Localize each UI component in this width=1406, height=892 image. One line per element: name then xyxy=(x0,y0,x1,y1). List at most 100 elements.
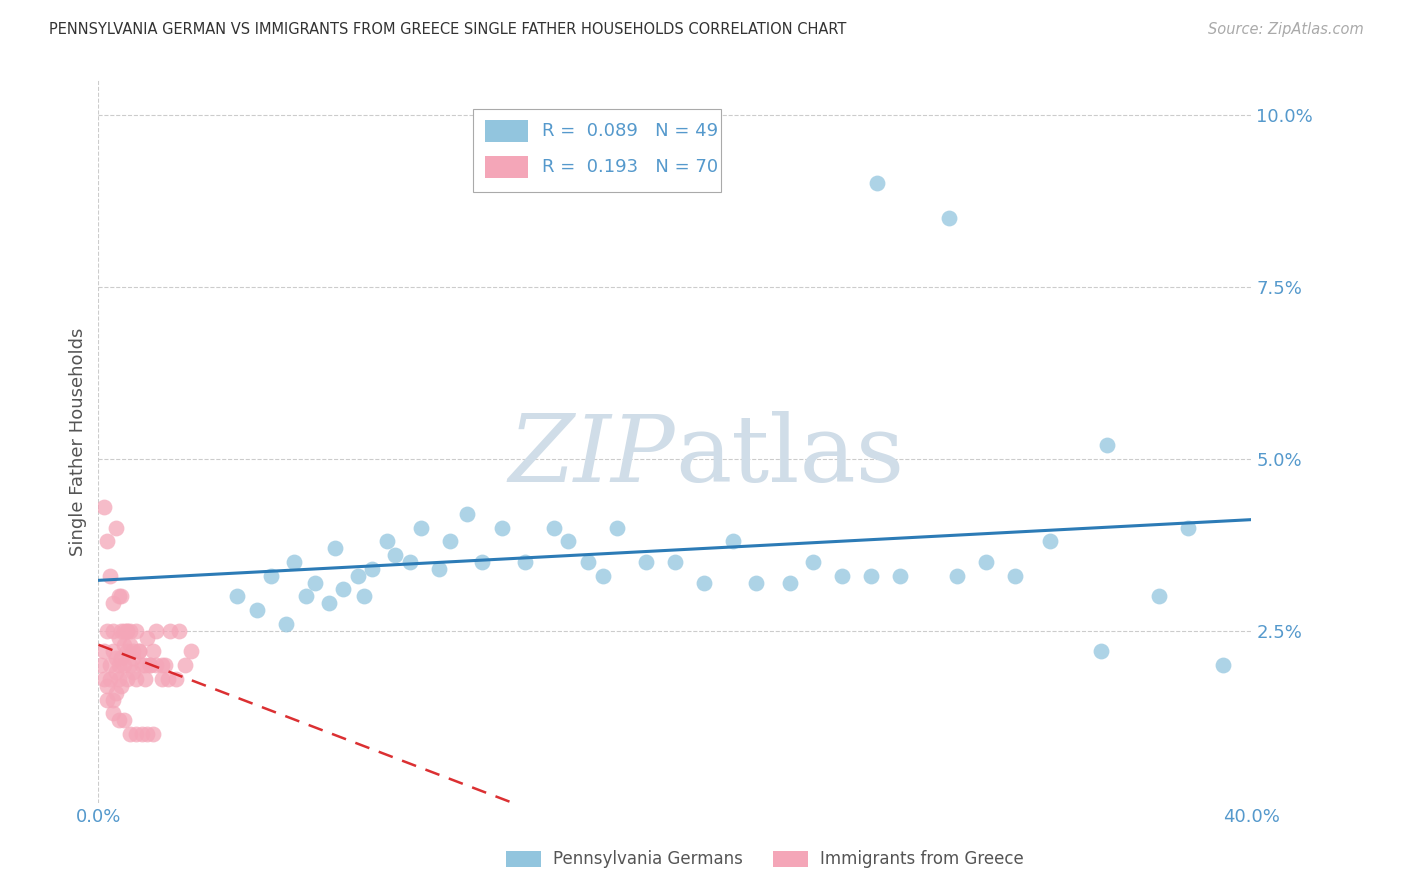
Point xyxy=(439,534,461,549)
Point xyxy=(96,692,118,706)
Point xyxy=(101,644,124,658)
Point xyxy=(1090,644,1112,658)
Point xyxy=(332,582,354,597)
FancyBboxPatch shape xyxy=(485,120,529,142)
Point xyxy=(361,562,384,576)
Point xyxy=(831,568,853,582)
Point xyxy=(117,624,139,638)
Point xyxy=(110,679,132,693)
Point xyxy=(411,520,433,534)
Point xyxy=(122,651,145,665)
Point xyxy=(859,568,882,582)
Point xyxy=(153,658,176,673)
Point xyxy=(107,590,129,604)
Point xyxy=(101,706,124,721)
Point xyxy=(122,644,145,658)
Point xyxy=(104,520,127,534)
Point xyxy=(974,555,997,569)
Point xyxy=(375,534,398,549)
Point xyxy=(295,590,318,604)
Point xyxy=(107,713,129,727)
Point xyxy=(693,575,716,590)
Point xyxy=(167,624,190,638)
Point xyxy=(346,568,368,582)
Point xyxy=(744,575,766,590)
Point xyxy=(159,624,181,638)
Point xyxy=(93,644,115,658)
Point xyxy=(427,562,450,576)
Point xyxy=(125,672,148,686)
Point xyxy=(323,541,346,556)
Point xyxy=(125,727,148,741)
Point xyxy=(122,665,145,679)
Point xyxy=(131,658,153,673)
Point xyxy=(120,624,142,638)
Point xyxy=(353,590,375,604)
Point xyxy=(128,644,150,658)
Y-axis label: Single Father Households: Single Father Households xyxy=(69,327,87,556)
Point xyxy=(104,686,127,700)
FancyBboxPatch shape xyxy=(485,156,529,178)
Point xyxy=(260,568,283,582)
Point xyxy=(112,638,135,652)
Point xyxy=(606,520,628,534)
Point xyxy=(112,624,135,638)
Point xyxy=(96,534,118,549)
Point xyxy=(1097,438,1119,452)
Point xyxy=(578,555,600,569)
Point xyxy=(93,500,115,514)
Point xyxy=(139,658,162,673)
Point xyxy=(1177,520,1199,534)
Point xyxy=(104,651,127,665)
Text: PENNSYLVANIA GERMAN VS IMMIGRANTS FROM GREECE SINGLE FATHER HOUSEHOLDS CORRELATI: PENNSYLVANIA GERMAN VS IMMIGRANTS FROM G… xyxy=(49,22,846,37)
Point xyxy=(150,658,173,673)
Point xyxy=(110,624,132,638)
Point xyxy=(150,672,173,686)
Point xyxy=(142,644,165,658)
Text: R =  0.193   N = 70: R = 0.193 N = 70 xyxy=(543,158,718,176)
Point xyxy=(1039,534,1062,549)
Text: Source: ZipAtlas.com: Source: ZipAtlas.com xyxy=(1208,22,1364,37)
Point xyxy=(513,555,536,569)
Text: Pennsylvania Germans: Pennsylvania Germans xyxy=(553,850,742,868)
Point xyxy=(938,211,960,225)
FancyBboxPatch shape xyxy=(472,109,721,193)
Point xyxy=(145,658,167,673)
Point xyxy=(101,692,124,706)
Point xyxy=(721,534,744,549)
Point xyxy=(136,631,159,645)
Text: atlas: atlas xyxy=(675,411,904,501)
Point xyxy=(491,520,513,534)
Point xyxy=(174,658,197,673)
Point xyxy=(456,507,478,521)
Point xyxy=(180,644,202,658)
Point xyxy=(96,679,118,693)
Point xyxy=(557,534,579,549)
Point xyxy=(801,555,824,569)
Point xyxy=(120,727,142,741)
Point xyxy=(125,624,148,638)
Point xyxy=(128,644,150,658)
Point xyxy=(134,672,156,686)
Point xyxy=(110,590,132,604)
Point xyxy=(156,672,179,686)
Point xyxy=(145,624,167,638)
Point xyxy=(104,665,127,679)
Point xyxy=(543,520,565,534)
Point xyxy=(110,651,132,665)
Point xyxy=(93,672,115,686)
Point xyxy=(98,658,121,673)
Text: R =  0.089   N = 49: R = 0.089 N = 49 xyxy=(543,122,718,140)
Text: Immigrants from Greece: Immigrants from Greece xyxy=(820,850,1024,868)
Point xyxy=(304,575,326,590)
Point xyxy=(117,624,139,638)
Point xyxy=(225,590,247,604)
Point xyxy=(636,555,658,569)
Point xyxy=(398,555,420,569)
Point xyxy=(592,568,614,582)
Point xyxy=(866,177,889,191)
Point xyxy=(117,644,139,658)
Point xyxy=(1212,658,1234,673)
Point xyxy=(107,631,129,645)
Point xyxy=(142,727,165,741)
